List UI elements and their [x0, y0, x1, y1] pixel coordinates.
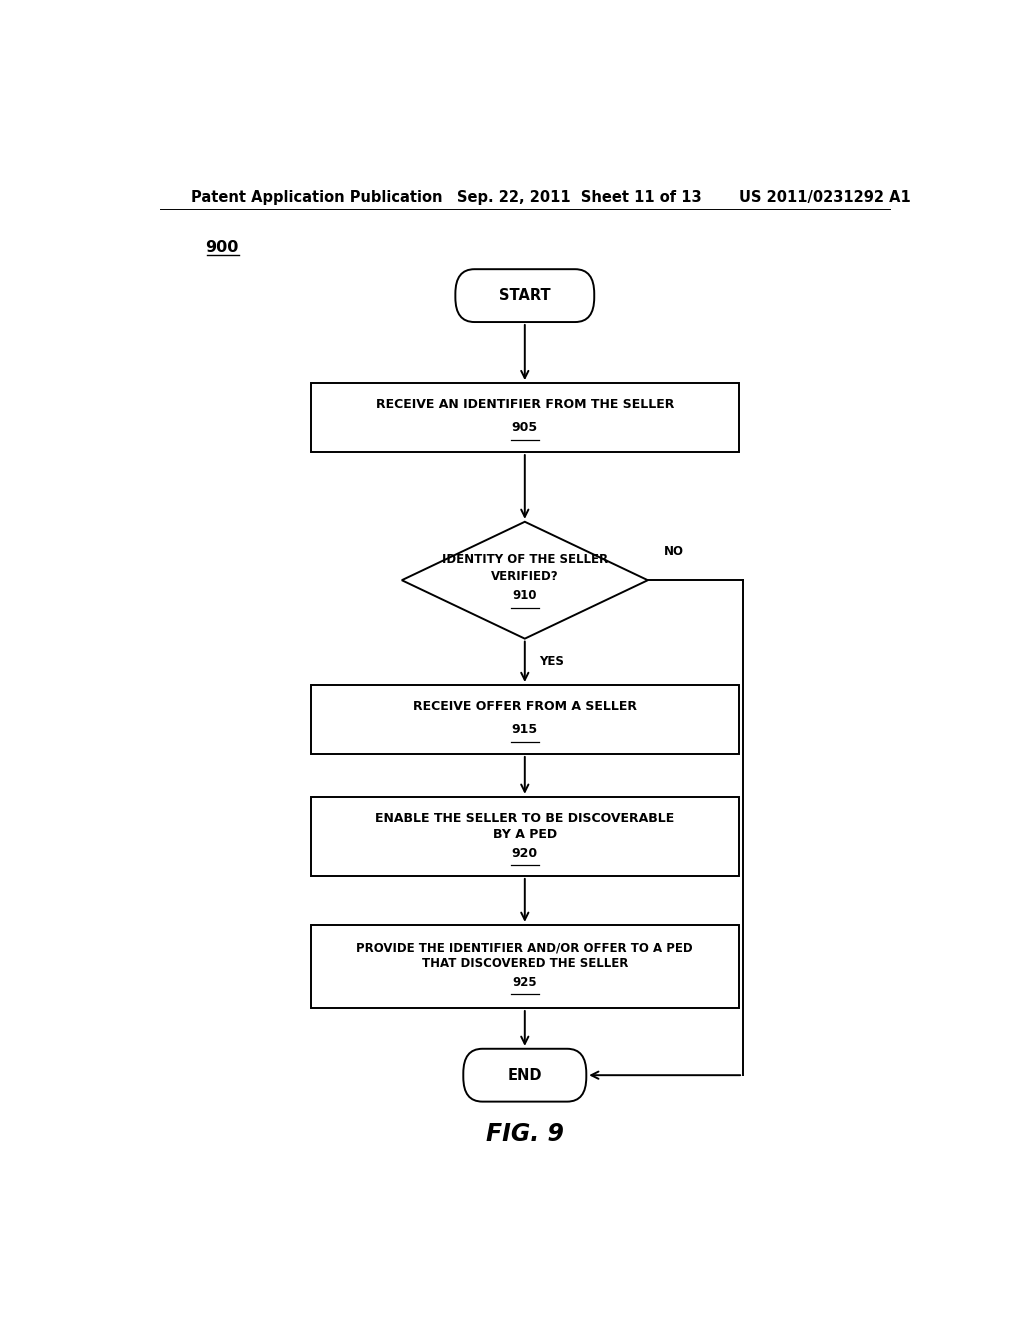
Text: END: END — [508, 1068, 542, 1082]
Text: 905: 905 — [512, 421, 538, 434]
Bar — [310, 925, 739, 1008]
Text: IDENTITY OF THE SELLER: IDENTITY OF THE SELLER — [441, 553, 608, 566]
Text: US 2011/0231292 A1: US 2011/0231292 A1 — [739, 190, 910, 205]
Text: RECEIVE OFFER FROM A SELLER: RECEIVE OFFER FROM A SELLER — [413, 700, 637, 713]
Text: NO: NO — [664, 545, 684, 558]
Bar — [310, 383, 739, 453]
Text: BY A PED: BY A PED — [493, 828, 557, 841]
Text: VERIFIED?: VERIFIED? — [490, 570, 559, 582]
Text: Patent Application Publication: Patent Application Publication — [191, 190, 443, 205]
Bar — [310, 685, 739, 754]
FancyBboxPatch shape — [456, 269, 594, 322]
Text: PROVIDE THE IDENTIFIER AND/OR OFFER TO A PED: PROVIDE THE IDENTIFIER AND/OR OFFER TO A… — [356, 941, 693, 954]
Text: THAT DISCOVERED THE SELLER: THAT DISCOVERED THE SELLER — [422, 957, 628, 970]
Text: 900: 900 — [205, 240, 239, 255]
Polygon shape — [401, 521, 648, 639]
Text: Sep. 22, 2011  Sheet 11 of 13: Sep. 22, 2011 Sheet 11 of 13 — [458, 190, 702, 205]
Text: START: START — [499, 288, 551, 304]
Text: 910: 910 — [513, 589, 537, 602]
Text: 925: 925 — [512, 977, 538, 989]
Text: YES: YES — [539, 655, 564, 668]
Text: 915: 915 — [512, 723, 538, 737]
Text: RECEIVE AN IDENTIFIER FROM THE SELLER: RECEIVE AN IDENTIFIER FROM THE SELLER — [376, 397, 674, 411]
Text: FIG. 9: FIG. 9 — [485, 1122, 564, 1146]
Text: 920: 920 — [512, 847, 538, 861]
Text: ENABLE THE SELLER TO BE DISCOVERABLE: ENABLE THE SELLER TO BE DISCOVERABLE — [375, 812, 675, 825]
Bar — [310, 797, 739, 876]
FancyBboxPatch shape — [463, 1049, 587, 1102]
